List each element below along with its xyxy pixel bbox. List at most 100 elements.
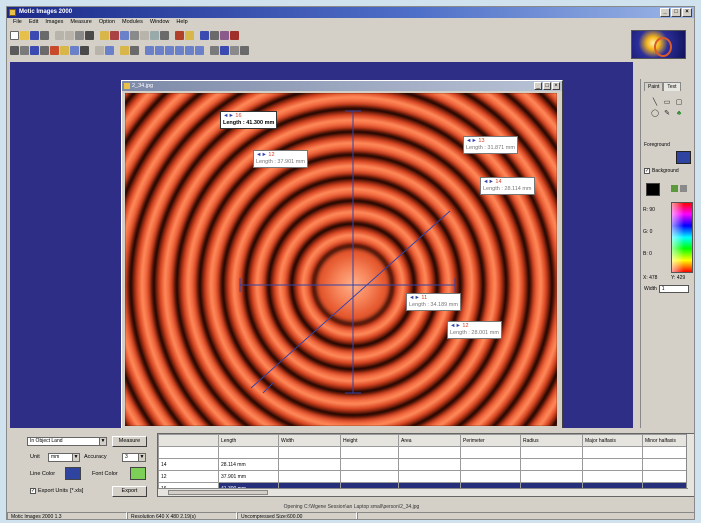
annotate-icon[interactable] xyxy=(120,46,129,55)
column-header-length[interactable]: Length xyxy=(218,434,279,447)
save-all-icon[interactable] xyxy=(40,31,49,40)
camera-icon[interactable] xyxy=(175,31,184,40)
pointer-icon[interactable] xyxy=(10,46,19,55)
stack-icon[interactable] xyxy=(210,31,219,40)
column-header-radius[interactable]: Radius xyxy=(520,434,583,447)
print-icon[interactable] xyxy=(85,31,94,40)
measurement-label-14[interactable]: ◄► 14 Length : 28.114 mm xyxy=(480,177,535,195)
image-window-title-bar[interactable]: 2_34.jpg _ □ × xyxy=(122,81,562,91)
menu-edit[interactable]: Edit xyxy=(28,19,39,25)
menu-help[interactable]: Help xyxy=(176,19,188,25)
close-button[interactable]: × xyxy=(682,8,692,17)
font-color-swatch[interactable] xyxy=(130,467,146,480)
redo-icon[interactable] xyxy=(65,31,74,40)
table-row[interactable]: 14 28.114 mm xyxy=(158,458,689,471)
properties-icon[interactable] xyxy=(210,46,219,55)
menu-option[interactable]: Option xyxy=(98,19,116,25)
pencil-tool-icon[interactable]: ✎ xyxy=(664,110,670,117)
fill-tool-icon[interactable]: ♣ xyxy=(676,110,682,117)
image-icon[interactable] xyxy=(120,31,129,40)
export-icon[interactable] xyxy=(240,46,249,55)
palette-icon[interactable] xyxy=(220,31,229,40)
rounded-rect-tool-icon[interactable]: ▢ xyxy=(675,99,683,106)
line-tool-icon[interactable]: ╲ xyxy=(652,99,658,106)
measurement-label-12[interactable]: ◄► 12 Length : 37.901 mm xyxy=(253,150,308,168)
flip-icon[interactable] xyxy=(140,31,149,40)
column-header-major-halfaxis[interactable]: Major halfaxis xyxy=(582,434,643,447)
measurement-label-11[interactable]: ◄► 11 Length : 34.189 mm xyxy=(406,293,461,311)
align-bottom-icon[interactable] xyxy=(195,46,204,55)
align-left-icon[interactable] xyxy=(145,46,154,55)
line-measure-icon[interactable] xyxy=(30,46,39,55)
count-icon[interactable] xyxy=(80,46,89,55)
table-icon[interactable] xyxy=(230,46,239,55)
report-icon[interactable] xyxy=(220,46,229,55)
image-canvas[interactable]: ◄► 16 Length : 41.300 mm ◄► 12 Length : … xyxy=(125,93,557,426)
color-spectrum-picker[interactable] xyxy=(671,202,693,273)
column-header-area[interactable]: Area xyxy=(398,434,461,447)
rect-measure-icon[interactable] xyxy=(60,46,69,55)
rotate-icon[interactable] xyxy=(130,31,139,40)
tab-text[interactable]: Text xyxy=(663,82,681,91)
circle-measure-icon[interactable] xyxy=(50,46,59,55)
align-top-icon[interactable] xyxy=(175,46,184,55)
foreground-color-swatch[interactable] xyxy=(676,151,691,164)
table-row[interactable]: 12 37.901 mm xyxy=(158,470,689,483)
chevron-down-icon[interactable]: ▼ xyxy=(99,438,106,445)
swap-colors-icon[interactable] xyxy=(680,185,687,192)
save-icon[interactable] xyxy=(30,31,39,40)
menu-measure[interactable]: Measure xyxy=(70,19,92,25)
zoom-icon[interactable] xyxy=(100,31,109,40)
column-header-width[interactable]: Width xyxy=(278,434,341,447)
new-file-icon[interactable] xyxy=(10,31,19,40)
text-tool-icon[interactable] xyxy=(105,46,114,55)
align-middle-icon[interactable] xyxy=(185,46,194,55)
angle-measure-icon[interactable] xyxy=(40,46,49,55)
chevron-down-icon[interactable]: ▼ xyxy=(72,454,79,461)
object-select[interactable]: In Object Land ▼ xyxy=(27,437,107,446)
calibrate-icon[interactable] xyxy=(95,46,104,55)
primary-color-swatch[interactable] xyxy=(646,183,660,196)
crop-icon[interactable] xyxy=(110,31,119,40)
ellipse-tool-icon[interactable]: ◯ xyxy=(651,110,659,117)
column-header-id[interactable] xyxy=(158,434,219,447)
background-checkbox[interactable]: ✓ xyxy=(644,168,650,174)
menu-modules[interactable]: Modules xyxy=(122,19,143,25)
image-window[interactable]: 2_34.jpg _ □ × xyxy=(121,80,563,428)
column-header-height[interactable]: Height xyxy=(340,434,399,447)
measure-button[interactable]: Measure xyxy=(112,436,147,447)
copy-icon[interactable] xyxy=(75,31,84,40)
record-icon[interactable] xyxy=(230,31,239,40)
menu-window[interactable]: Window xyxy=(149,19,170,25)
layer-icon[interactable] xyxy=(130,46,139,55)
align-center-icon[interactable] xyxy=(155,46,164,55)
table-horizontal-scrollbar[interactable] xyxy=(158,488,688,496)
measurement-label-13[interactable]: ◄► 13 Length : 31.871 mm xyxy=(463,136,518,154)
monitor-icon[interactable] xyxy=(200,31,209,40)
histogram-icon[interactable] xyxy=(150,31,159,40)
open-folder-icon[interactable] xyxy=(20,31,29,40)
menu-file[interactable]: File xyxy=(13,19,22,25)
export-button[interactable]: Export xyxy=(112,486,147,497)
grid-icon[interactable] xyxy=(160,31,169,40)
line-color-swatch[interactable] xyxy=(65,467,81,480)
table-row[interactable] xyxy=(158,446,689,459)
image-close-button[interactable]: × xyxy=(552,82,560,90)
measurement-label-12b[interactable]: ◄► 12 Length : 28.001 mm xyxy=(447,321,502,339)
eyedropper-icon[interactable] xyxy=(671,185,678,192)
image-maximize-button[interactable]: □ xyxy=(543,82,551,90)
accuracy-select[interactable]: 3 ▼ xyxy=(122,453,146,462)
chevron-down-icon[interactable]: ▼ xyxy=(138,454,145,461)
align-right-icon[interactable] xyxy=(165,46,174,55)
minimize-button[interactable]: _ xyxy=(660,8,670,17)
scrollbar-thumb[interactable] xyxy=(168,490,268,495)
unit-select[interactable]: mm ▼ xyxy=(48,453,80,462)
capture-icon[interactable] xyxy=(185,31,194,40)
width-input[interactable]: 1 xyxy=(658,285,689,293)
table-vertical-scrollbar[interactable] xyxy=(686,434,694,496)
polygon-measure-icon[interactable] xyxy=(70,46,79,55)
column-header-perimeter[interactable]: Perimeter xyxy=(460,434,521,447)
tab-paint[interactable]: Paint xyxy=(644,82,664,91)
rectangle-tool-icon[interactable]: ▭ xyxy=(663,99,671,106)
image-minimize-button[interactable]: _ xyxy=(534,82,542,90)
